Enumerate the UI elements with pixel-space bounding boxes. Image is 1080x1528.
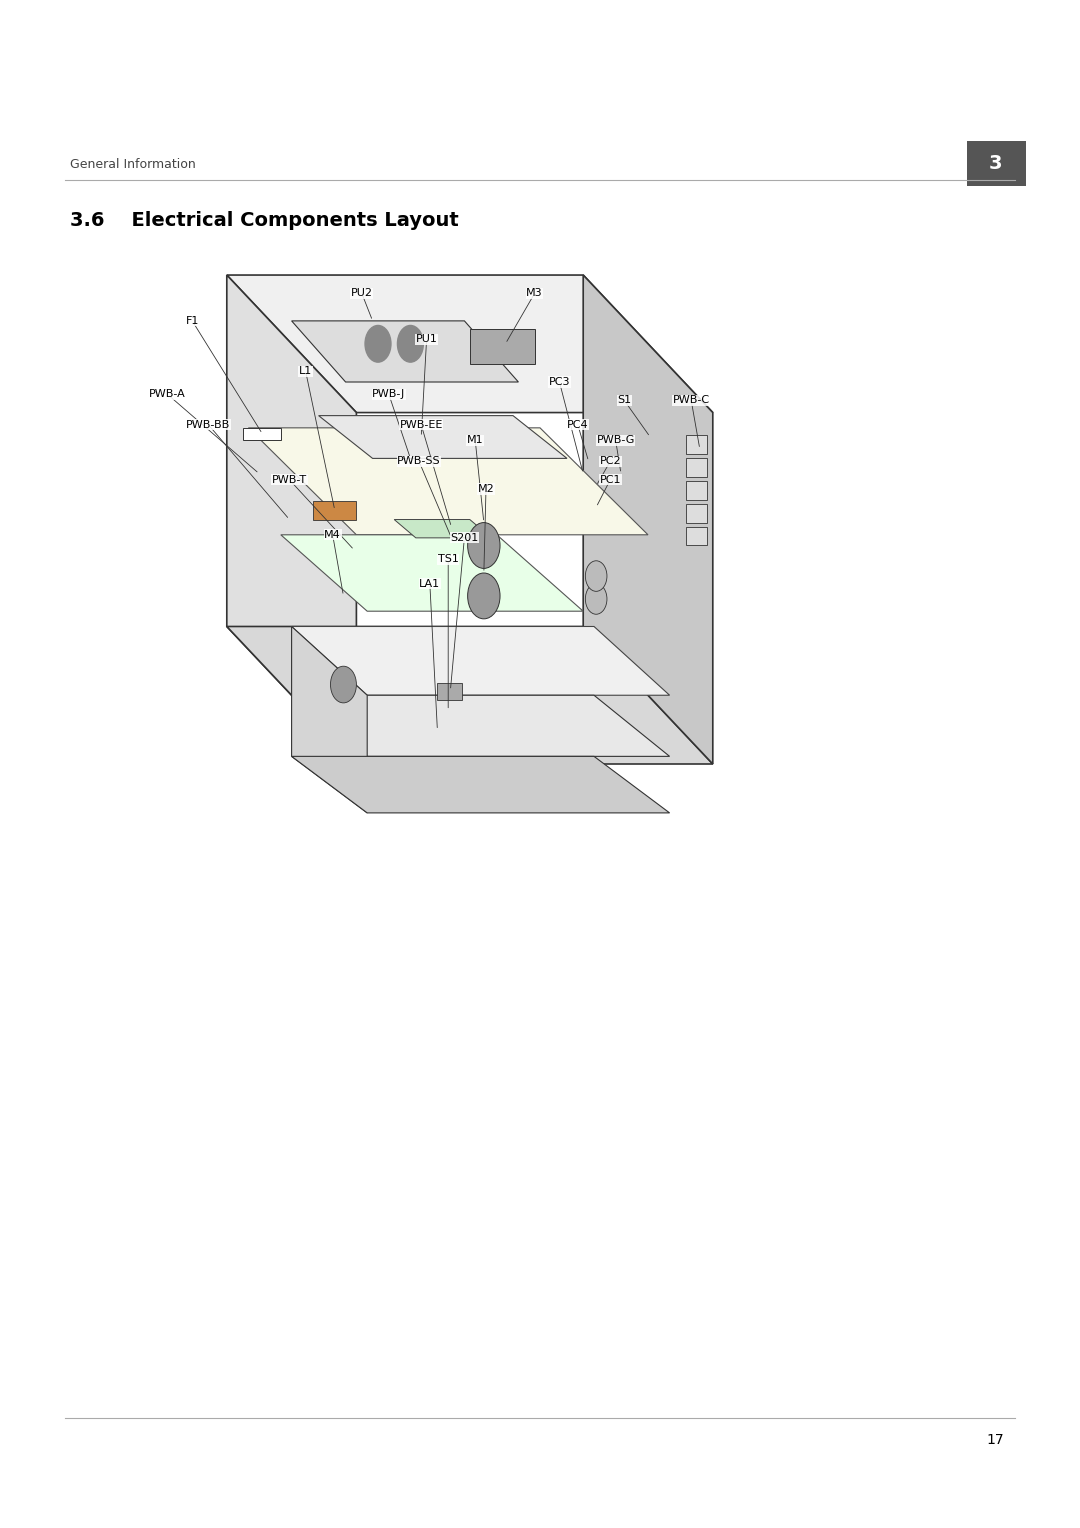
Polygon shape — [686, 527, 707, 545]
Polygon shape — [292, 626, 367, 813]
Text: M2: M2 — [477, 484, 495, 494]
Circle shape — [468, 523, 500, 568]
Circle shape — [468, 573, 500, 619]
Polygon shape — [281, 535, 583, 611]
Circle shape — [585, 561, 607, 591]
Text: 3.6    Electrical Components Layout: 3.6 Electrical Components Layout — [70, 211, 459, 229]
Text: PWB-EE: PWB-EE — [400, 420, 443, 429]
Polygon shape — [292, 321, 518, 382]
Polygon shape — [686, 435, 707, 454]
Text: PC4: PC4 — [567, 420, 589, 429]
Polygon shape — [583, 275, 713, 764]
Polygon shape — [227, 275, 713, 413]
Text: PU1: PU1 — [416, 335, 437, 344]
Polygon shape — [686, 504, 707, 523]
Text: M4: M4 — [324, 530, 341, 539]
Text: 17: 17 — [987, 1433, 1004, 1447]
Polygon shape — [248, 428, 648, 535]
Text: PWB-SS: PWB-SS — [397, 457, 441, 466]
Text: LA1: LA1 — [419, 579, 441, 588]
Polygon shape — [686, 481, 707, 500]
Text: PC2: PC2 — [599, 457, 621, 466]
Text: PWB-J: PWB-J — [373, 390, 405, 399]
Circle shape — [330, 666, 356, 703]
Text: 3: 3 — [989, 154, 1002, 173]
Text: PU2: PU2 — [351, 289, 373, 298]
Circle shape — [397, 325, 423, 362]
Polygon shape — [470, 329, 535, 364]
Text: PWB-A: PWB-A — [149, 390, 186, 399]
Text: PWB-C: PWB-C — [673, 396, 710, 405]
Polygon shape — [313, 501, 356, 520]
Text: PWB-T: PWB-T — [272, 475, 307, 484]
Polygon shape — [437, 683, 462, 700]
Polygon shape — [686, 458, 707, 477]
Text: M1: M1 — [467, 435, 484, 445]
Text: M3: M3 — [526, 289, 543, 298]
Text: General Information: General Information — [70, 157, 195, 171]
Text: PC3: PC3 — [549, 377, 570, 387]
Polygon shape — [394, 520, 491, 538]
Text: L1: L1 — [299, 367, 312, 376]
FancyBboxPatch shape — [967, 141, 1026, 186]
Polygon shape — [243, 428, 281, 440]
Circle shape — [365, 325, 391, 362]
Text: F1: F1 — [186, 316, 199, 325]
Polygon shape — [227, 626, 713, 764]
Text: PWB-BB: PWB-BB — [187, 420, 230, 429]
Text: S1: S1 — [617, 396, 632, 405]
Polygon shape — [292, 626, 670, 695]
Text: S201: S201 — [450, 533, 478, 542]
Polygon shape — [319, 416, 567, 458]
Polygon shape — [292, 756, 670, 813]
Circle shape — [585, 584, 607, 614]
Text: PC1: PC1 — [599, 475, 621, 484]
Polygon shape — [292, 695, 670, 756]
Text: TS1: TS1 — [437, 555, 459, 564]
Text: PWB-G: PWB-G — [596, 435, 635, 445]
Polygon shape — [227, 275, 356, 764]
